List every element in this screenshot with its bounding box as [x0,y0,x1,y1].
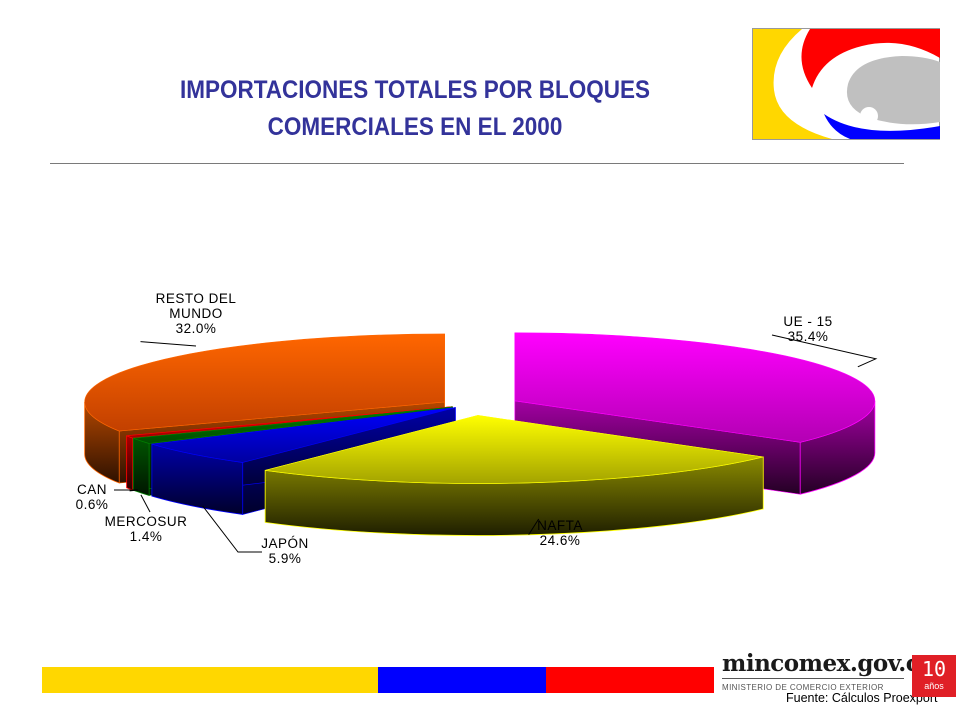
leader-japon [202,505,262,553]
title-divider [50,163,904,164]
slice-top-resto-del-mundo [84,333,445,432]
leader-resto-del-mundo [140,341,197,347]
slice-side-can [126,435,134,491]
label-resto-del-mundo-line-0: RESTO DEL [156,291,237,306]
slice-top-japon [151,407,456,463]
label-ue-15-line-1: 35.4% [788,329,829,344]
proexport-logo [752,28,940,140]
label-ue-15: UE - 15 35.4% [783,314,832,344]
footer-stripe-red [546,667,714,693]
label-japon-line-0: JAPÓN [261,536,309,551]
slice-top-nafta [265,415,764,484]
label-can: CAN 0.6% [76,482,109,512]
title-line-1: IMPORTACIONES TOTALES POR BLOQUES [179,76,651,104]
label-mercosur-line-0: MERCOSUR [105,514,188,529]
logo-yellow [753,29,832,139]
logo-red [801,29,940,88]
ministry-name: MINISTERIO DE COMERCIO EXTERIOR [722,683,884,692]
label-japon-line-1: 5.9% [269,551,302,566]
label-mercosur-line-1: 1.4% [130,529,163,544]
brand-name: mincomex.gov.co [722,650,935,677]
logo-blue [824,114,940,139]
leader-can [114,489,139,492]
title-line-2: COMERCIALES EN EL 2000 [267,113,563,141]
slice-top-mercosur [133,406,453,444]
footer-stripe-yellow [42,667,378,693]
label-can-line-0: CAN [77,482,107,497]
anniversary-badge: 10 años [912,655,956,697]
label-nafta: NAFTA 24.6% [537,518,583,548]
label-mercosur: MERCOSUR 1.4% [105,514,188,544]
brand-underline [722,678,904,679]
label-resto-del-mundo-line-2: 32.0% [176,321,217,336]
leader-nafta [528,518,540,536]
label-nafta-line-0: NAFTA [537,518,583,533]
page-title: IMPORTACIONES TOTALES POR BLOQUES COMERC… [96,72,735,146]
leader-mercosur [140,494,151,513]
label-resto-del-mundo-line-1: MUNDO [169,306,223,321]
label-resto-del-mundo: RESTO DEL MUNDO 32.0% [156,291,237,336]
badge-text: años [924,681,944,691]
slice-top-ue-15 [514,332,876,443]
label-japon: JAPÓN 5.9% [261,536,309,566]
footer-stripe-blue [378,667,546,693]
label-ue-15-line-0: UE - 15 [783,314,832,329]
label-nafta-line-1: 24.6% [540,533,581,548]
leader-ue-15 [771,334,878,368]
badge-number: 10 [921,657,947,681]
pie-chart: UE - 15 35.4% NAFTA 24.6% JAPÓN 5.9% MERCOSUR 1… [76,291,878,566]
slice-top-can [126,406,453,439]
slice-side-mercosur [132,437,150,496]
label-can-line-1: 0.6% [76,497,109,512]
slice-nafta [264,415,764,536]
logo-dot [860,107,878,125]
source-note: Fuente: Cálculos Proexport [786,691,938,705]
